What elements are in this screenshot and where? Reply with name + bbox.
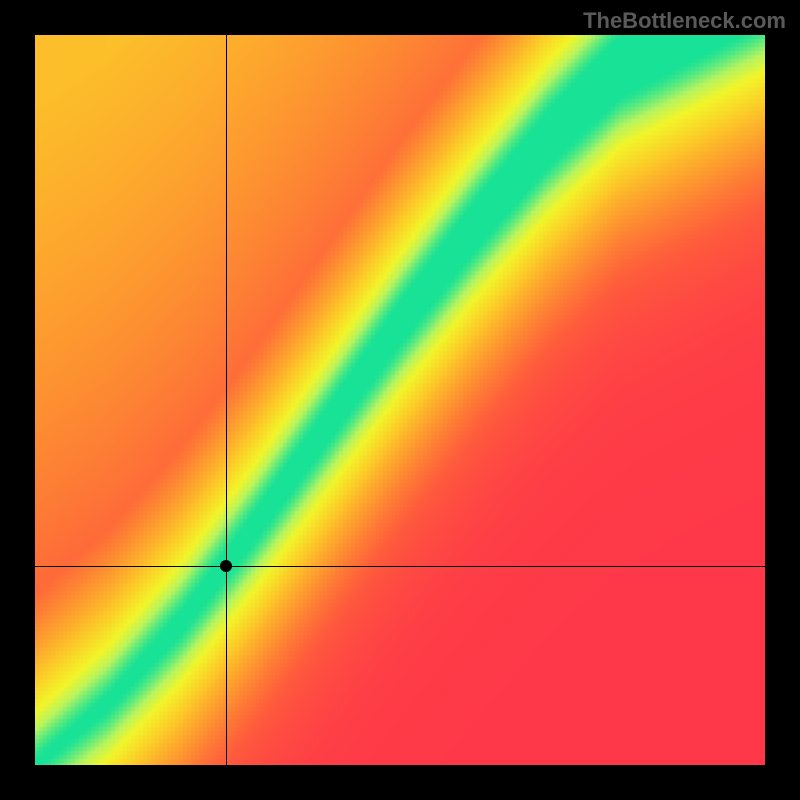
crosshair-vertical bbox=[226, 35, 227, 765]
watermark-text: TheBottleneck.com bbox=[583, 8, 786, 34]
crosshair-marker bbox=[220, 560, 232, 572]
crosshair-horizontal bbox=[35, 566, 765, 567]
heatmap-canvas bbox=[35, 35, 765, 765]
heatmap-plot bbox=[35, 35, 765, 765]
